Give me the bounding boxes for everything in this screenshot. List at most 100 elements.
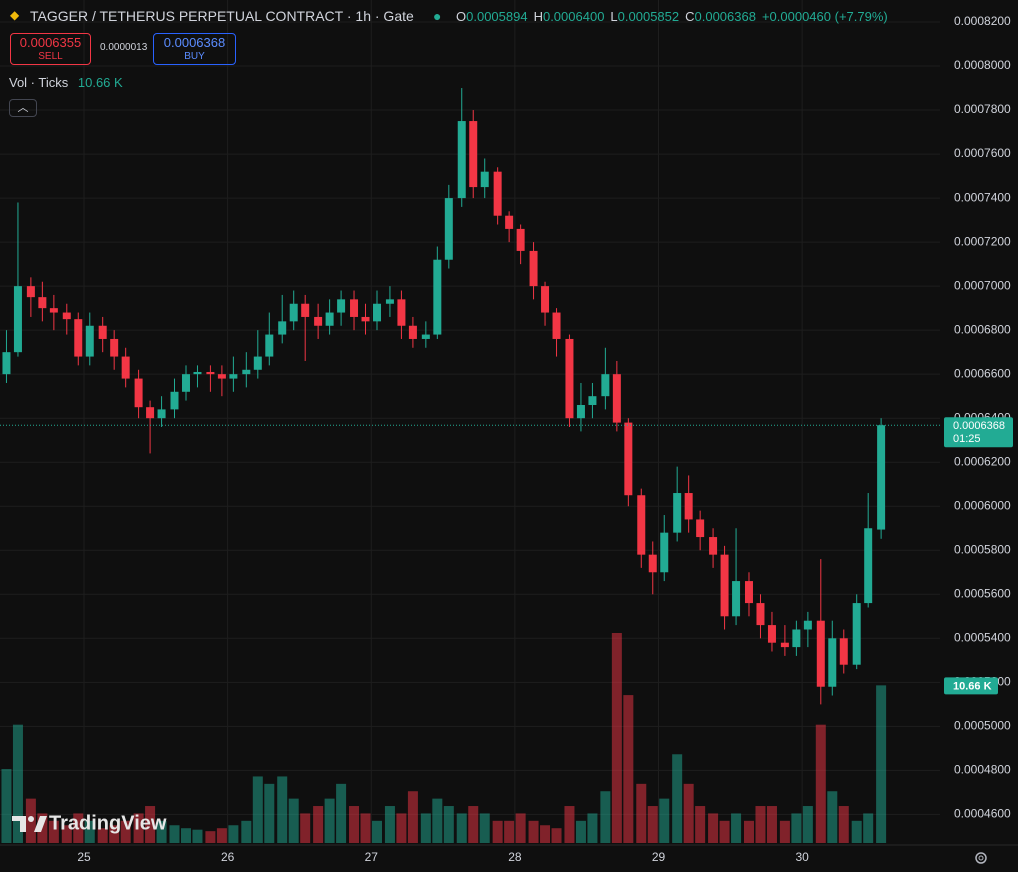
volume-bar [180, 828, 191, 843]
volume-bar [587, 813, 598, 843]
volume-bar [336, 783, 347, 843]
volume-bar [479, 813, 490, 843]
candle-body [421, 334, 430, 339]
candle-body [206, 371, 215, 375]
candle-body [289, 303, 298, 322]
y-tick-label: 0.0006200 [954, 454, 1011, 468]
logo: TradingView [12, 812, 167, 834]
volume-bar [672, 754, 683, 843]
volume-axis-label: 10.66 K [953, 680, 992, 692]
buy-button[interactable]: 0.0006368 BUY [153, 33, 236, 65]
volume-bar [84, 820, 95, 843]
ohlc-legend: O0.0005894 H0.0006400 L0.0005852 C0.0006368… [456, 9, 888, 24]
y-tick-label: 0.0004800 [954, 763, 1011, 777]
volume-bar [349, 806, 360, 843]
volume-bar [241, 820, 252, 843]
candle-body [744, 581, 753, 604]
x-tick-label: 27 [365, 850, 379, 864]
candle-body [217, 374, 226, 379]
candle-body [696, 519, 705, 538]
volume-bar [719, 820, 730, 843]
volume-bar [228, 825, 239, 843]
candle-body [852, 603, 861, 665]
y-tick-label: 0.0006000 [954, 498, 1011, 512]
candle-body [13, 286, 22, 353]
status-dot: ● [433, 8, 442, 24]
sell-price: 0.0006355 [19, 35, 82, 50]
ohlc-value: 0.0005852 [617, 9, 680, 24]
volume-bar [61, 825, 72, 843]
last-price-box [944, 417, 1013, 448]
volume-bar [372, 820, 383, 843]
candle-body [157, 409, 166, 419]
volume-bar [504, 820, 515, 843]
candle-body [170, 391, 179, 410]
volume-bar [468, 806, 479, 843]
candle-body [361, 316, 370, 322]
volume-bar [743, 820, 754, 843]
candle-body [780, 642, 789, 648]
x-tick-label: 26 [221, 850, 235, 864]
candle-body [877, 425, 886, 530]
volume-bar [659, 798, 670, 843]
volume-bar [384, 806, 395, 843]
candle-body [110, 338, 119, 357]
candle-body [588, 396, 597, 405]
candle-body [229, 374, 238, 379]
volume-bar [109, 825, 120, 843]
countdown: 01:25 [953, 433, 981, 445]
buy-price: 0.0006368 [163, 35, 226, 50]
volume-bar [252, 776, 263, 843]
sell-label: SELL [38, 51, 63, 62]
collapse-button[interactable]: ︿ [9, 99, 37, 117]
y-tick-label: 0.0005600 [954, 586, 1011, 600]
candle-body [648, 554, 657, 573]
sell-button[interactable]: 0.0006355 SELL [10, 33, 91, 65]
change: +0.0000460 (+7.79%) [761, 9, 888, 24]
candle-body [828, 638, 837, 687]
candle-body [38, 297, 47, 309]
volume-bar [48, 820, 59, 843]
candle-body [350, 299, 359, 317]
buy-label: BUY [184, 51, 205, 62]
candle-body [601, 374, 610, 397]
volume-bar [492, 820, 503, 843]
candle-body [576, 404, 585, 419]
candle-body [265, 334, 274, 357]
volume-bar [432, 798, 443, 843]
candle-body [337, 299, 346, 313]
candle-body [684, 493, 693, 520]
ohlc-value: 0.0006368 [694, 9, 756, 24]
candle-body [767, 625, 776, 643]
y-tick-label: 0.0006600 [954, 366, 1011, 380]
volume-bar [216, 828, 227, 843]
volume-bar [683, 783, 694, 843]
settings-icon[interactable] [975, 852, 987, 864]
y-tick-label: 0.0006800 [954, 322, 1011, 336]
volume-bar [169, 825, 180, 843]
x-tick-label: 25 [77, 850, 91, 864]
candle-body [74, 319, 83, 357]
candle-body [612, 374, 621, 423]
volume-bar [779, 820, 790, 843]
volume-bar [564, 806, 575, 843]
volume-bar [264, 783, 275, 843]
volume-bar [815, 724, 826, 843]
y-tick-label: 0.0005400 [954, 630, 1011, 644]
y-tick-label: 0.0008000 [954, 58, 1011, 72]
last-price-label: 0.0006368 [953, 420, 1005, 432]
volume-bar [300, 813, 311, 843]
y-tick-label: 0.0007200 [954, 234, 1011, 248]
candle-body [529, 250, 538, 287]
candle-body [2, 352, 11, 375]
volume-bar [876, 685, 887, 843]
candle-body [469, 121, 478, 188]
x-tick-label: 28 [508, 850, 522, 864]
volume-bar [575, 820, 586, 843]
candle-body [480, 171, 489, 188]
volume-bar [145, 806, 156, 843]
volume-bar [827, 791, 838, 843]
ohlc-value: 0.0006400 [542, 9, 605, 24]
volume-bar [766, 806, 777, 843]
